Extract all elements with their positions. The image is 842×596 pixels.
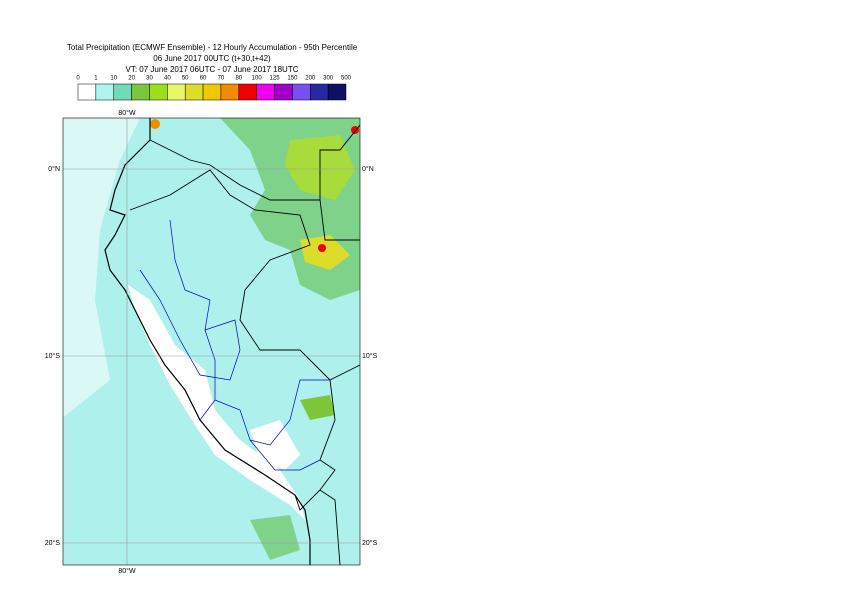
wet-peak xyxy=(318,244,326,252)
legend-swatch xyxy=(310,83,329,101)
legend-swatch xyxy=(327,83,347,101)
region-border xyxy=(139,219,241,381)
border xyxy=(129,169,336,511)
lat-label: 10°S xyxy=(45,352,61,360)
regions xyxy=(139,219,330,471)
border xyxy=(149,124,360,201)
wet-peak xyxy=(150,119,160,129)
legend-label: 20 xyxy=(128,76,135,82)
legend-swatch xyxy=(149,83,168,101)
lat-label: 0°N xyxy=(48,165,60,173)
wet-area xyxy=(300,395,335,420)
legend-swatch xyxy=(202,83,222,101)
legend-swatch xyxy=(256,83,275,101)
lat-label: 20°S xyxy=(45,539,61,547)
legend-label: 60 xyxy=(200,76,207,82)
wet-area xyxy=(250,515,300,560)
legend-label: 125 xyxy=(270,76,281,82)
legend-swatch xyxy=(238,83,257,101)
lon-label: 80°W xyxy=(118,567,136,575)
border xyxy=(319,489,341,565)
legend-swatch xyxy=(95,83,114,101)
legend-label: 1 xyxy=(94,76,98,82)
legend-label: 50 xyxy=(182,76,189,82)
legend-swatch xyxy=(274,83,293,101)
map-frame xyxy=(62,117,361,566)
legend-label: 80 xyxy=(235,76,242,82)
border xyxy=(329,364,360,381)
wet-peak xyxy=(351,126,359,134)
dry-ocean xyxy=(63,118,140,418)
legend-swatch xyxy=(292,83,311,101)
legend-swatch xyxy=(131,83,150,101)
legend-label: 150 xyxy=(287,76,298,82)
legend-swatch xyxy=(113,83,132,101)
run-info: 06 June 2017 00UTC (t+30,t+42) xyxy=(153,54,271,63)
legend: 0 1 10 20 30 40 50 60 70 80 100 125 150 200 300 500 xyxy=(76,76,352,101)
coast xyxy=(104,118,311,565)
legend-swatch xyxy=(77,83,97,101)
legend-label: 40 xyxy=(164,76,171,82)
borders xyxy=(129,124,360,565)
legend-label: 500 xyxy=(341,76,352,82)
valid-time: VT: 07 June 2017 06UTC - 07 June 2017 18… xyxy=(126,65,299,74)
legend-swatch xyxy=(220,83,240,101)
legend-label: 200 xyxy=(305,76,316,82)
legend-swatch xyxy=(167,83,186,101)
lon-label: 80°W xyxy=(118,109,136,117)
legend-label: 100 xyxy=(252,76,263,82)
wet-core xyxy=(300,235,350,270)
lat-label: 0°N xyxy=(362,165,374,173)
dry-inland xyxy=(250,420,300,470)
legend-label: 10 xyxy=(110,76,117,82)
legend-label: 70 xyxy=(218,76,225,82)
map xyxy=(63,118,360,565)
graticule xyxy=(63,118,360,565)
lat-label: 10°S xyxy=(362,352,378,360)
title: Total Precipitation (ECMWF Ensemble) - 1… xyxy=(67,43,358,52)
legend-swatch xyxy=(184,83,204,101)
legend-label: 300 xyxy=(323,76,334,82)
border xyxy=(319,199,360,241)
legend-label: 0 xyxy=(76,76,80,82)
coastline xyxy=(104,118,311,565)
lat-label: 20°S xyxy=(362,539,378,547)
region-border xyxy=(199,399,321,471)
dry-coast xyxy=(128,285,305,520)
legend-label: 30 xyxy=(146,76,153,82)
